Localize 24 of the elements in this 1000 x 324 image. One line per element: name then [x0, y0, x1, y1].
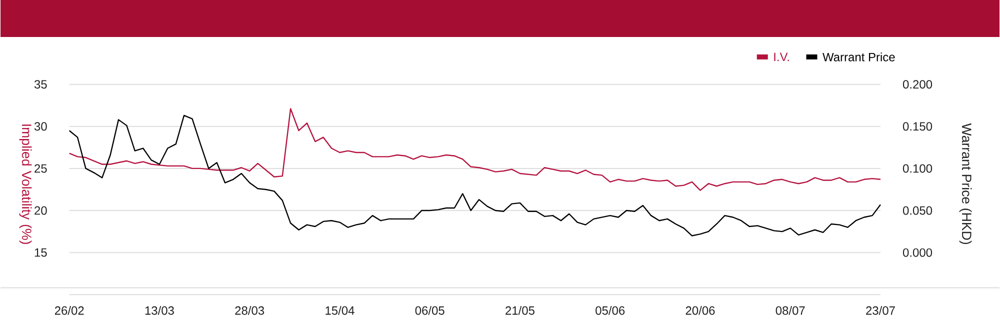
legend-label: Warrant Price	[822, 52, 895, 62]
y2-axis-title: Warrant Price (HKD)	[959, 123, 972, 244]
x-tick-label: 23/07	[866, 306, 895, 315]
x-tick-label: 21/05	[506, 306, 534, 315]
x-tick-label: 06/05	[415, 306, 444, 315]
y-tick-label: 35	[34, 80, 47, 89]
y-tick-label: 30	[34, 122, 47, 131]
y2-tick-label: 0.050	[902, 206, 932, 215]
x-tick-label: 13/03	[145, 306, 174, 315]
x-tick-label: 05/06	[596, 306, 625, 315]
y2-tick-label: 0.100	[902, 164, 932, 173]
x-tick-label: 28/03	[235, 306, 264, 315]
x-tick-label: 26/02	[54, 306, 84, 315]
y-tick-label: 15	[34, 248, 47, 257]
y-axis-title: Implied Volatility (%)	[19, 124, 32, 244]
legend-label: I.V.	[774, 52, 789, 62]
y2-tick-label: 0.200	[902, 80, 932, 89]
x-tick-label: 08/07	[776, 306, 805, 315]
x-tick-label: 15/04	[326, 306, 354, 315]
y-tick-label: 20	[34, 206, 47, 215]
y2-tick-label: 0.000	[902, 248, 932, 258]
y-tick-label: 25	[34, 164, 47, 173]
y2-tick-label: 0.150	[902, 122, 932, 131]
x-tick-label: 20/06	[686, 306, 715, 315]
